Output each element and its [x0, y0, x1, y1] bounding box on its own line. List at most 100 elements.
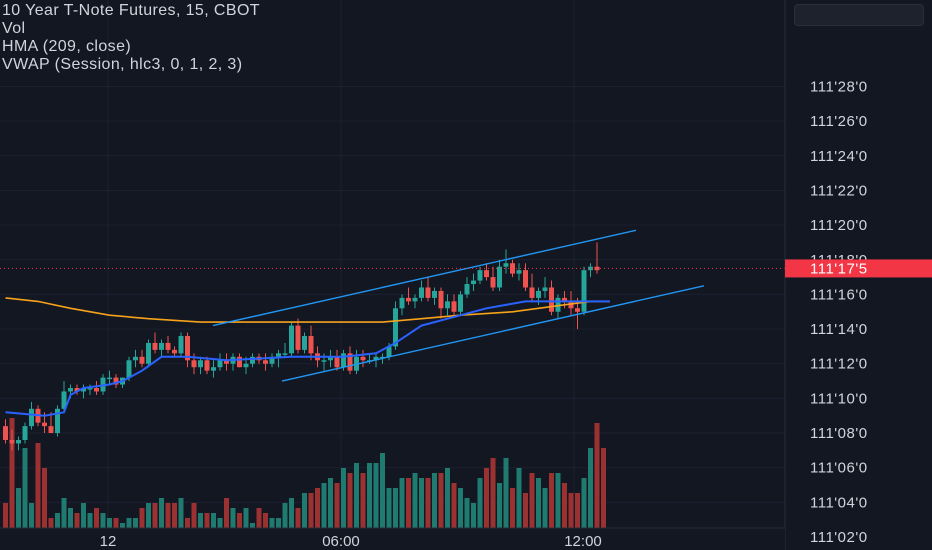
- candle-body: [465, 284, 470, 294]
- volume-bar: [289, 498, 294, 528]
- volume-bar: [406, 478, 411, 528]
- price-axis[interactable]: 111'28'0 111'26'0 111'24'0 111'22'0 111'20'0…: [785, 0, 932, 550]
- candle-body: [497, 267, 502, 288]
- candle-body: [491, 277, 496, 287]
- volume-bar: [185, 518, 190, 528]
- volume-bar: [55, 513, 60, 528]
- volume-bar: [250, 523, 255, 528]
- hma-indicator-label[interactable]: HMA (209, close): [2, 38, 260, 56]
- volume-bar: [42, 468, 47, 528]
- volume-bar: [575, 493, 580, 528]
- volume-bar: [309, 493, 314, 528]
- volume-bar: [322, 483, 327, 528]
- volume-bar: [16, 488, 21, 528]
- candle-body: [296, 326, 301, 350]
- volume-bar: [107, 518, 112, 528]
- candle-body: [49, 426, 54, 433]
- volume-bar: [101, 513, 106, 528]
- price-tick-label: 111'04'0: [810, 494, 868, 511]
- volume-bar: [49, 518, 54, 528]
- volume-bar: [328, 478, 333, 528]
- candle-body: [406, 298, 411, 301]
- candle-body: [471, 281, 476, 284]
- candle-body: [289, 326, 294, 354]
- price-tick-label: 111'16'0: [810, 286, 868, 303]
- price-tick-label: 111'12'0: [810, 356, 868, 373]
- symbol-search-box[interactable]: [794, 4, 924, 26]
- price-tick-label: 111'06'0: [810, 460, 868, 477]
- volume-bar: [296, 508, 301, 528]
- volume-bar: [237, 513, 242, 528]
- volume-bar: [543, 488, 548, 528]
- volume-bar: [465, 498, 470, 528]
- candle-body: [484, 270, 489, 277]
- volume-bar: [231, 508, 236, 528]
- time-tick-label: 12: [100, 533, 117, 550]
- volume-bar: [146, 503, 151, 528]
- candle-body: [166, 343, 171, 350]
- price-tick-label: 111'28'0: [810, 78, 868, 95]
- volume-bar: [419, 478, 424, 528]
- volume-bar: [198, 513, 203, 528]
- candle-body: [543, 287, 548, 290]
- volume-indicator-label[interactable]: Vol: [2, 20, 260, 38]
- volume-bar: [361, 473, 366, 528]
- candle-body: [341, 353, 346, 367]
- volume-bar: [127, 518, 132, 528]
- time-axis-background: [0, 528, 785, 550]
- volume-bar: [426, 478, 431, 528]
- volume-bar: [81, 503, 86, 528]
- volume-bar: [348, 473, 353, 528]
- candle-body: [400, 298, 405, 308]
- volume-bar: [140, 508, 145, 528]
- volume-bar: [556, 473, 561, 528]
- candle-body: [218, 360, 223, 367]
- volume-bar: [218, 518, 223, 528]
- volume-bar: [413, 473, 418, 528]
- candle-body: [192, 360, 197, 367]
- candle-body: [244, 364, 249, 367]
- time-tick-label: 12:00: [564, 533, 602, 550]
- volume-bar: [205, 513, 210, 528]
- volume-bar: [302, 493, 307, 528]
- volume-bar: [588, 448, 593, 528]
- price-tick-label: 111'14'0: [810, 321, 868, 338]
- volume-bar: [400, 478, 405, 528]
- volume-bar: [471, 503, 476, 528]
- candle-body: [263, 360, 268, 363]
- candle-body: [322, 360, 327, 362]
- volume-bar: [484, 468, 489, 528]
- volume-bar: [263, 513, 268, 528]
- volume-bar: [374, 463, 379, 528]
- price-tick-label: 111'22'0: [810, 182, 868, 199]
- volume-bar: [504, 458, 509, 528]
- price-tick-label: 111'02'0: [810, 529, 868, 546]
- vwap-indicator-label[interactable]: VWAP (Session, hlc3, 0, 1, 2, 3): [2, 56, 260, 74]
- volume-bar: [94, 508, 99, 528]
- candle-body: [419, 287, 424, 297]
- volume-bar: [172, 503, 177, 528]
- volume-bar: [257, 508, 262, 528]
- volume-bar: [367, 463, 372, 528]
- volume-bar: [562, 483, 567, 528]
- volume-bar: [445, 468, 450, 528]
- candle-body: [127, 360, 132, 377]
- volume-bar: [432, 473, 437, 528]
- candle-body: [172, 350, 177, 353]
- volume-bar: [549, 473, 554, 528]
- candle-body: [413, 298, 418, 301]
- price-tick-label: 111'20'0: [810, 217, 868, 234]
- volume-bar: [517, 468, 522, 528]
- volume-bar: [491, 458, 496, 528]
- time-axis[interactable]: 12 06:00 12:00: [0, 528, 785, 550]
- candle-body: [426, 287, 431, 297]
- price-tick-label: 111'24'0: [810, 148, 868, 165]
- chart-legend: 10 Year T-Note Futures, 15, CBOT Vol HMA…: [2, 2, 260, 74]
- candle-body: [530, 287, 535, 297]
- volume-bar: [224, 498, 229, 528]
- candle-body: [361, 357, 366, 360]
- volume-bar: [159, 498, 164, 528]
- symbol-title[interactable]: 10 Year T-Note Futures, 15, CBOT: [2, 2, 260, 20]
- volume-bar: [114, 518, 119, 528]
